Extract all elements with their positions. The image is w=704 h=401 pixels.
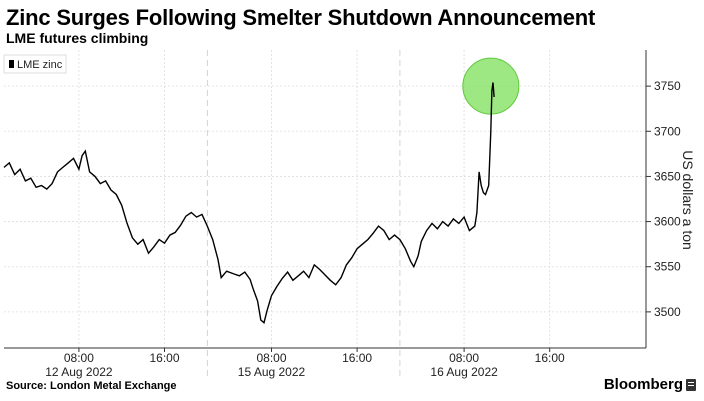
x-tick-label: 16:00 xyxy=(535,351,565,365)
y-tick-label: 3500 xyxy=(654,305,681,319)
x-tick-date-label: 12 Aug 2022 xyxy=(45,365,113,379)
x-tick-date-label: 15 Aug 2022 xyxy=(238,365,306,379)
x-tick-label: 16:00 xyxy=(342,351,372,365)
y-tick-label: 3750 xyxy=(654,79,681,93)
x-tick-date-label: 16 Aug 2022 xyxy=(430,365,498,379)
legend: LME zinc xyxy=(3,54,67,74)
grid-layer xyxy=(4,50,646,376)
chart-subtitle: LME futures climbing xyxy=(6,30,149,46)
brand-name: Bloomberg xyxy=(603,376,683,393)
brand-icon xyxy=(686,378,696,391)
x-tick-label: 08:00 xyxy=(256,351,286,365)
y-tick-label: 3550 xyxy=(654,260,681,274)
x-tick-label: 08:00 xyxy=(64,351,94,365)
legend-label: LME zinc xyxy=(17,59,63,71)
series-line-lme-zinc xyxy=(3,82,495,324)
y-tick-label: 3700 xyxy=(654,124,681,138)
y-axis-label: US dollars a ton xyxy=(680,150,696,250)
y-tick-label: 3650 xyxy=(654,169,681,183)
y-tick-label: 3600 xyxy=(654,215,681,229)
x-tick-label: 08:00 xyxy=(449,351,479,365)
x-tick-label: 16:00 xyxy=(149,351,179,365)
source-note: Source: London Metal Exchange xyxy=(6,380,177,392)
chart-title: Zinc Surges Following Smelter Shutdown A… xyxy=(6,5,596,30)
brand-logo: Bloomberg xyxy=(604,376,696,393)
legend-swatch xyxy=(9,60,14,68)
